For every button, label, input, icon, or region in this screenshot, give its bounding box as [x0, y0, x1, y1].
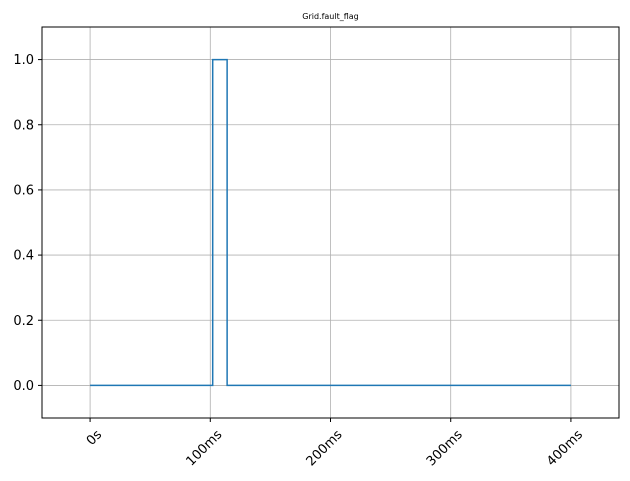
y-tick-label: 1.0	[13, 53, 34, 68]
y-tick-label: 0.8	[13, 118, 34, 133]
y-tick-label: 0.6	[13, 183, 34, 198]
y-tick-label: 0.2	[13, 314, 34, 329]
y-tick-label: 0.4	[13, 249, 34, 264]
chart-title: Grid.fault_flag	[302, 12, 359, 21]
y-tick-label: 0.0	[13, 379, 34, 394]
series-line	[90, 58, 571, 387]
series-layer	[90, 58, 571, 387]
y-axis: 0.0 0.2 0.4 0.6 0.8 1.0	[13, 53, 42, 394]
